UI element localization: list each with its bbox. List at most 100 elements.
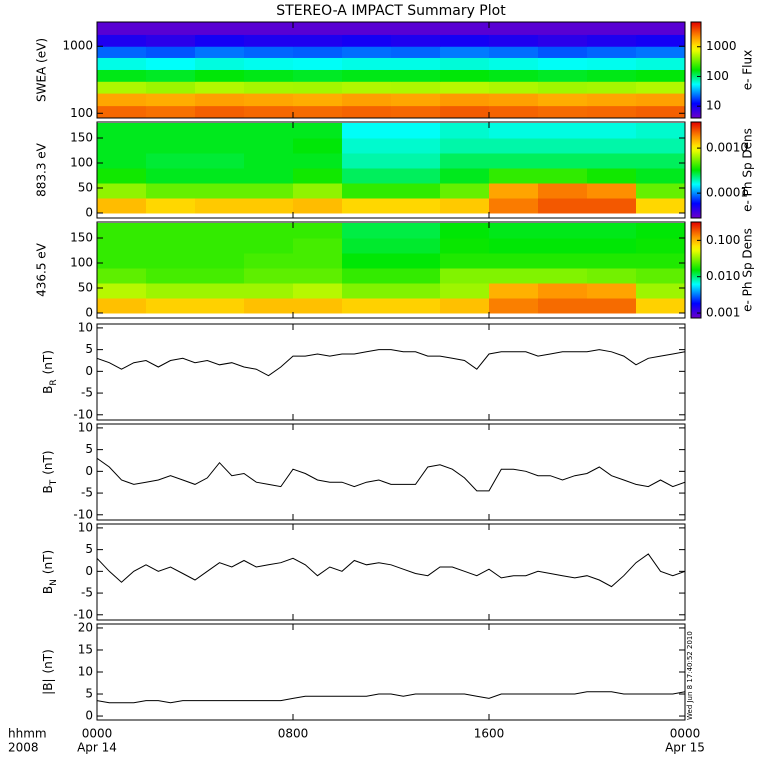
- heatmap-cell: [489, 298, 539, 314]
- heatmap-cell: [538, 198, 588, 214]
- heatmap-cell: [293, 168, 343, 184]
- heatmap-cell: [293, 105, 343, 118]
- heatmap-cell: [538, 105, 588, 118]
- heatmap-cell: [391, 46, 441, 58]
- heatmap-cell: [195, 123, 245, 139]
- heatmap-cell: [244, 198, 294, 214]
- plot-area: [97, 22, 685, 118]
- heatmap-cell: [342, 198, 392, 214]
- timestamp: Wed Jun 8 17:40:52 2010: [686, 631, 694, 720]
- heatmap-cell: [440, 57, 490, 70]
- heatmap-cell: [391, 198, 441, 214]
- heatmap-cell: [146, 268, 196, 284]
- heatmap-cell: [489, 22, 539, 35]
- heatmap-cell: [293, 138, 343, 154]
- plot-area: [97, 691, 685, 704]
- heatmap-cell: [587, 138, 637, 154]
- y-label-unit: (nT): [41, 550, 55, 574]
- heatmap-cell: [342, 223, 392, 239]
- heatmap-cell: [391, 57, 441, 70]
- colorbar-tick-label: 0.0010: [706, 141, 748, 155]
- heatmap-cell: [244, 283, 294, 299]
- heatmap-cell: [636, 34, 685, 47]
- heatmap-cell: [391, 69, 441, 82]
- heatmap-cell: [587, 22, 637, 35]
- y-tick-label: -5: [81, 586, 93, 600]
- heatmap-cell: [538, 93, 588, 107]
- heatmap-cell: [195, 22, 245, 35]
- heatmap-cell: [97, 57, 147, 70]
- heatmap-cell: [97, 46, 147, 58]
- heatmap-cell: [146, 283, 196, 299]
- heatmap-cell: [146, 253, 196, 269]
- heatmap-cell: [636, 153, 685, 169]
- heatmap-cell: [146, 153, 196, 169]
- heatmap-cell: [587, 268, 637, 284]
- heatmap-cell: [342, 283, 392, 299]
- heatmap-cell: [342, 183, 392, 199]
- heatmap-cell: [391, 93, 441, 107]
- heatmap-cell: [538, 123, 588, 139]
- heatmap-cell: [195, 93, 245, 107]
- heatmap-cell: [244, 298, 294, 314]
- heatmap-cell: [195, 183, 245, 199]
- heatmap-cell: [636, 223, 685, 239]
- heatmap-cell: [440, 238, 490, 254]
- heatmap-cell: [244, 105, 294, 118]
- heatmap-cell: [293, 183, 343, 199]
- heatmap-cell: [342, 69, 392, 82]
- y-tick-label: 0: [85, 364, 93, 378]
- heatmap-cell: [146, 168, 196, 184]
- heatmap-cell: [342, 22, 392, 35]
- heatmap-cell: [342, 57, 392, 70]
- heatmap-cell: [244, 168, 294, 184]
- heatmap-cell: [391, 238, 441, 254]
- y-tick-label: 10: [78, 520, 93, 534]
- heatmap-cell: [538, 283, 588, 299]
- heatmap-cell: [293, 298, 343, 314]
- heatmap-cell: [489, 253, 539, 269]
- year-label: 2008: [8, 741, 39, 755]
- heatmap-cell: [440, 153, 490, 169]
- heatmap-cell: [440, 81, 490, 94]
- heatmap-cell: [391, 153, 441, 169]
- y-tick-label: 5: [85, 342, 93, 356]
- heatmap-cell: [97, 183, 147, 199]
- heatmap-cell: [146, 69, 196, 82]
- heatmap-cell: [489, 168, 539, 184]
- y-tick-label: 0: [85, 564, 93, 578]
- heatmap-cell: [587, 81, 637, 94]
- heatmap-cell: [489, 183, 539, 199]
- heatmap-cell: [636, 46, 685, 58]
- heatmap-cell: [538, 153, 588, 169]
- y-axis-label: 883.3 eV: [35, 142, 49, 197]
- heatmap-cell: [342, 105, 392, 118]
- y-tick-label: 100: [70, 106, 93, 120]
- heatmap-cell: [587, 57, 637, 70]
- heatmap-cell: [538, 223, 588, 239]
- heatmap-cell: [489, 93, 539, 107]
- heatmap-cell: [587, 93, 637, 107]
- y-label-symbol: B: [41, 586, 55, 594]
- y-tick-label: 50: [78, 281, 93, 295]
- heatmap-cell: [342, 93, 392, 107]
- heatmap-cell: [538, 183, 588, 199]
- heatmap-cell: [489, 223, 539, 239]
- heatmap-cell: [440, 223, 490, 239]
- heatmap-cell: [440, 138, 490, 154]
- heatmap-cell: [195, 238, 245, 254]
- heatmap-cell: [146, 46, 196, 58]
- colorbar-tick-label: 10: [706, 99, 721, 113]
- heatmap-cell: [293, 123, 343, 139]
- y-tick-label: 10: [78, 420, 93, 434]
- heatmap-cell: [97, 81, 147, 94]
- heatmap-cell: [489, 153, 539, 169]
- heatmap-cell: [391, 22, 441, 35]
- y-tick-label: 0: [85, 206, 93, 220]
- colorbar: [690, 221, 702, 319]
- plot-area: [97, 457, 685, 492]
- panel-frame: [96, 523, 686, 621]
- heatmap-cell: [538, 57, 588, 70]
- heatmap-cell: [195, 57, 245, 70]
- heatmap-cell: [195, 253, 245, 269]
